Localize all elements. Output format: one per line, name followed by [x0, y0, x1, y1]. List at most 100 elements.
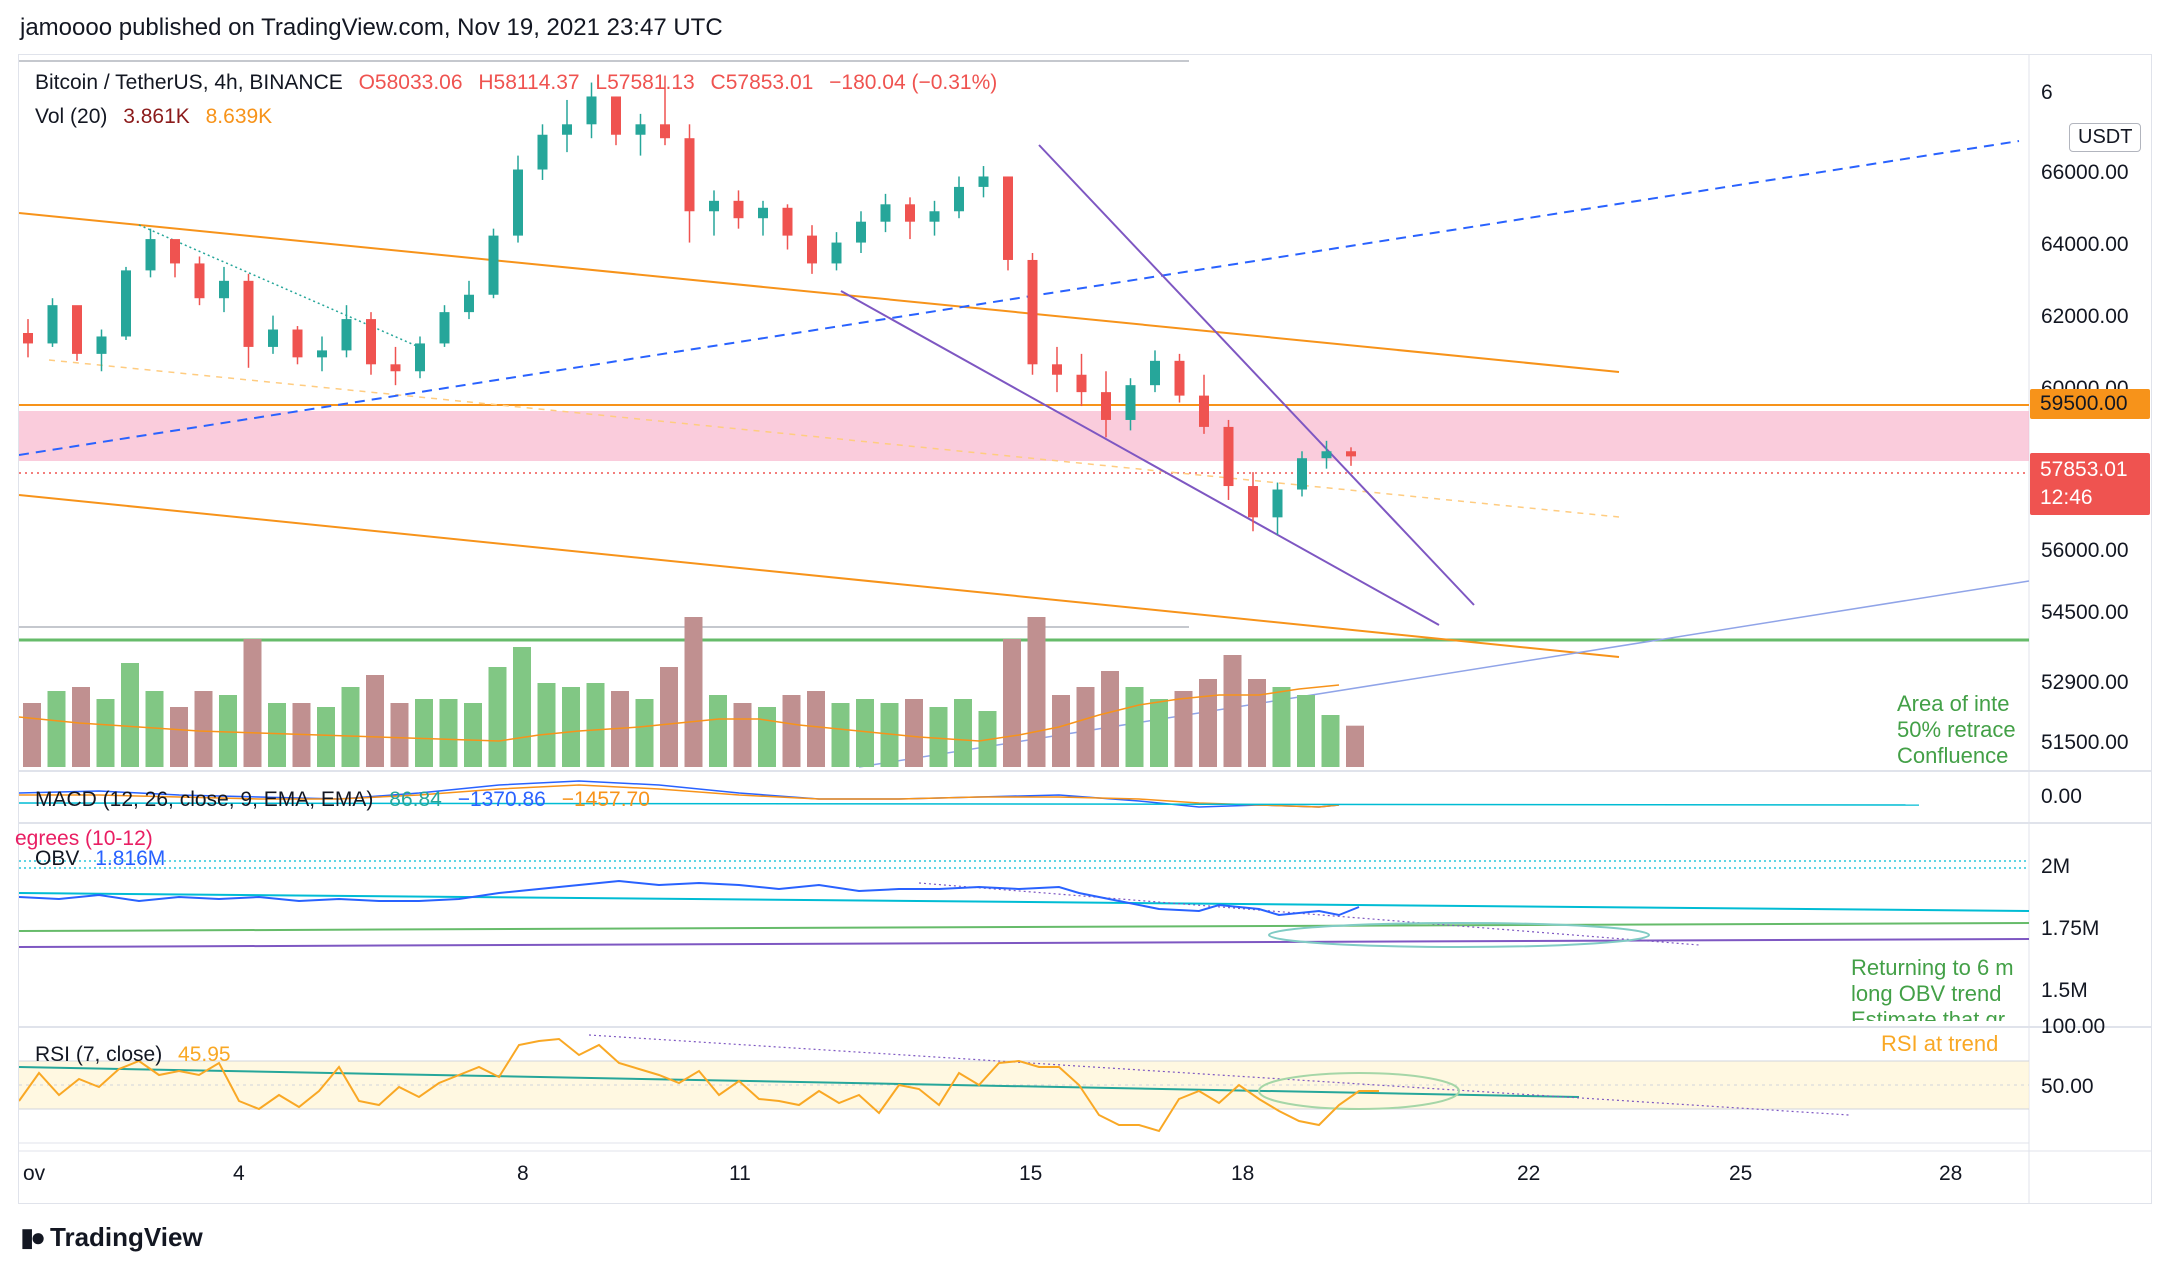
chart-canvas[interactable]: ov 4 8 11 15 18 22 25 28 — [19, 55, 2151, 1203]
volume-bar — [121, 663, 139, 767]
volume-bar — [72, 687, 90, 767]
volume-bar — [194, 691, 213, 767]
price-tick-label: 51500.00 — [2041, 731, 2129, 754]
volume-bar — [145, 691, 164, 767]
candle-body — [219, 280, 229, 299]
time-axis-labels: ov 4 8 11 15 18 22 25 28 — [23, 1162, 1962, 1185]
candle-body — [611, 96, 621, 135]
annotation-line: long OBV trend — [1851, 981, 2002, 1006]
volume-bar — [1272, 687, 1291, 767]
candle-body — [758, 207, 768, 219]
chart-frame[interactable]: ov 4 8 11 15 18 22 25 28 Bitcoin / TetherUS, 4h,… — [15, 54, 2152, 1204]
orange-channel-upper — [19, 212, 1620, 373]
volume-bar — [856, 699, 874, 767]
annotation-area-of-interest: Area of inte 50% retrace Confluence — [1897, 691, 2029, 769]
tradingview-logo[interactable]: ▮● TradingView — [20, 1222, 203, 1253]
volume-bar — [782, 695, 801, 767]
legend-rsi: RSI (7, close) 45.95 — [35, 1043, 241, 1067]
ohlc-low: L57581.13 — [595, 71, 695, 94]
candle-body — [317, 350, 327, 358]
price-tick-label: 6 — [2041, 81, 2053, 104]
volume-bar — [905, 699, 923, 767]
annotation-line: RSI at trend — [1881, 1031, 1999, 1056]
level-59500-tag: 59500.00 — [2030, 389, 2150, 419]
purple-wedge-lower — [840, 290, 1440, 626]
candle-body — [1248, 486, 1258, 518]
obv-tick-label: 1.5M — [2041, 979, 2088, 1002]
annotation-rsi: RSI at trend — [1881, 1031, 2029, 1057]
time-tick-label: 22 — [1517, 1162, 1540, 1185]
volume-bar — [1076, 687, 1095, 767]
candle-body — [1174, 360, 1185, 396]
time-tick-label: 25 — [1729, 1162, 1752, 1185]
candle-body — [47, 305, 58, 344]
volume-bar — [660, 667, 678, 767]
publisher-line: jamoooo published on TradingView.com, No… — [20, 14, 723, 41]
candle-body — [1272, 489, 1283, 518]
volume-bar — [1125, 687, 1144, 767]
volume-bar — [537, 683, 556, 767]
volume-bar — [243, 639, 262, 767]
candle-body — [684, 138, 695, 212]
price-tick-label: 56000.00 — [2041, 539, 2129, 562]
candle-body — [807, 235, 817, 264]
rsi-tick-label: 100.00 — [2041, 1015, 2106, 1038]
obv-green-line — [19, 922, 2030, 932]
price-tick-label: 54500.00 — [2041, 601, 2129, 624]
candle-body — [415, 343, 425, 372]
purple-wedge-upper — [1038, 144, 1475, 606]
candle-body — [1321, 451, 1332, 459]
rsi-label: RSI (7, close) — [35, 1043, 163, 1066]
volume-bar — [366, 675, 384, 767]
macd-tick-label: 0.00 — [2041, 785, 2082, 808]
candle-body — [709, 200, 719, 212]
price-tick-label: 52900.00 — [2041, 671, 2129, 694]
price-tick-label: 62000.00 — [2041, 305, 2129, 328]
candle-body — [1027, 259, 1038, 365]
volume-bar — [1052, 695, 1070, 767]
volume-bar — [170, 707, 188, 767]
time-tick-label: 15 — [1019, 1162, 1042, 1185]
rsi-dotted-trend — [588, 1034, 1850, 1116]
volume-bar — [1297, 695, 1315, 767]
volume-bar — [807, 691, 825, 767]
time-tick-label: ov — [23, 1162, 46, 1185]
candle-body — [292, 329, 303, 358]
candle-body — [537, 134, 548, 170]
vol-label: Vol (20) — [35, 105, 108, 128]
macd-signal-line — [19, 784, 1340, 808]
currency-badge[interactable]: USDT — [2069, 123, 2142, 152]
candle-body — [1052, 364, 1062, 375]
volume-bar — [317, 707, 335, 767]
candle-body — [1150, 360, 1160, 386]
vol-ma-value: 8.639K — [205, 105, 273, 128]
volume-bar — [47, 691, 66, 767]
time-tick-label: 4 — [233, 1162, 245, 1185]
macd-signal-value: −1457.70 — [561, 788, 650, 811]
candle-body — [586, 96, 597, 125]
legend-degrees: egrees (10-12) — [15, 827, 163, 851]
obv-value: 1.816M — [95, 847, 166, 870]
blue-dashed-trend — [19, 140, 2020, 456]
legend-main: Bitcoin / TetherUS, 4h, BINANCE O58033.0… — [35, 71, 1007, 95]
volume-bar — [635, 699, 654, 767]
volume-bar — [464, 703, 482, 767]
rsi-value: 45.95 — [178, 1043, 231, 1066]
candle-body — [464, 294, 474, 313]
legend-volume: Vol (20) 3.861K 8.639K — [35, 105, 282, 129]
candle-body — [23, 333, 33, 344]
candle-body — [170, 239, 180, 264]
annotation-line: Returning to 6 m — [1851, 955, 2014, 980]
candle-body — [72, 305, 82, 354]
candle-body — [145, 239, 156, 271]
legend-obv: OBV 1.816M — [35, 847, 175, 871]
volume-bar — [733, 703, 752, 767]
price-tick-label: 64000.00 — [2041, 233, 2129, 256]
candle-body — [954, 186, 964, 212]
obv-dotted-trend — [918, 882, 1700, 946]
vol-value: 3.861K — [123, 105, 190, 128]
tradingview-logo-icon: ▮● — [20, 1222, 46, 1252]
volume-bar — [1346, 725, 1364, 767]
candle-body — [1199, 395, 1209, 427]
candle-body — [1346, 451, 1356, 457]
